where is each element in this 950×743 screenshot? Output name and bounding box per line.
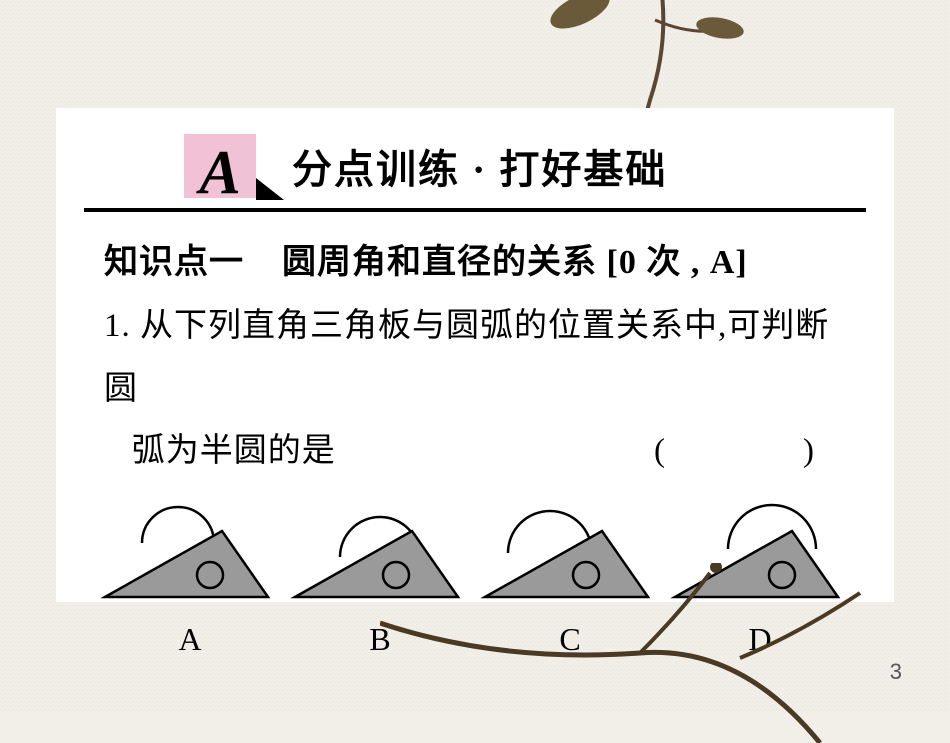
option-a[interactable]: A <box>100 501 280 658</box>
option-b-label: B <box>369 621 390 658</box>
kp-title: 圆周角和直径的关系 <box>282 244 597 281</box>
grade-badge: A <box>184 134 256 198</box>
option-c-figure <box>480 501 660 611</box>
option-d-figure <box>670 501 850 611</box>
section-title: 分点训练 · 打好基础 <box>292 137 667 195</box>
option-c[interactable]: C <box>480 501 660 658</box>
question-number: 1. <box>104 308 131 344</box>
kp-label: 知识点一 <box>104 244 244 281</box>
option-d-label: D <box>748 621 771 658</box>
option-b[interactable]: B <box>290 501 470 658</box>
badge-triangle-icon <box>256 178 284 200</box>
option-a-figure <box>100 501 280 611</box>
question-line2: 弧为半圆的是 <box>132 433 336 469</box>
answer-blank: ( ) <box>654 420 838 483</box>
page-number: 3 <box>890 659 902 685</box>
option-b-figure <box>290 501 470 611</box>
question-text: 1. 从下列直角三角板与圆弧的位置关系中,可判断圆 弧为半圆的是 ( ) <box>56 289 894 483</box>
badge-letter: A <box>199 142 240 204</box>
knowledge-point: 知识点一 圆周角和直径的关系 [0 次 , A] <box>56 212 894 289</box>
section-header: A 分点训练 · 打好基础 <box>84 108 866 212</box>
answer-options: A B C D <box>56 483 894 658</box>
question-line1: 从下列直角三角板与圆弧的位置关系中,可判断圆 <box>104 308 829 407</box>
option-d[interactable]: D <box>670 501 850 658</box>
kp-meta: [0 次 , A] <box>607 244 748 281</box>
option-c-label: C <box>559 621 580 658</box>
content-card: A 分点训练 · 打好基础 知识点一 圆周角和直径的关系 [0 次 , A] 1… <box>56 108 894 602</box>
option-a-label: A <box>178 621 201 658</box>
